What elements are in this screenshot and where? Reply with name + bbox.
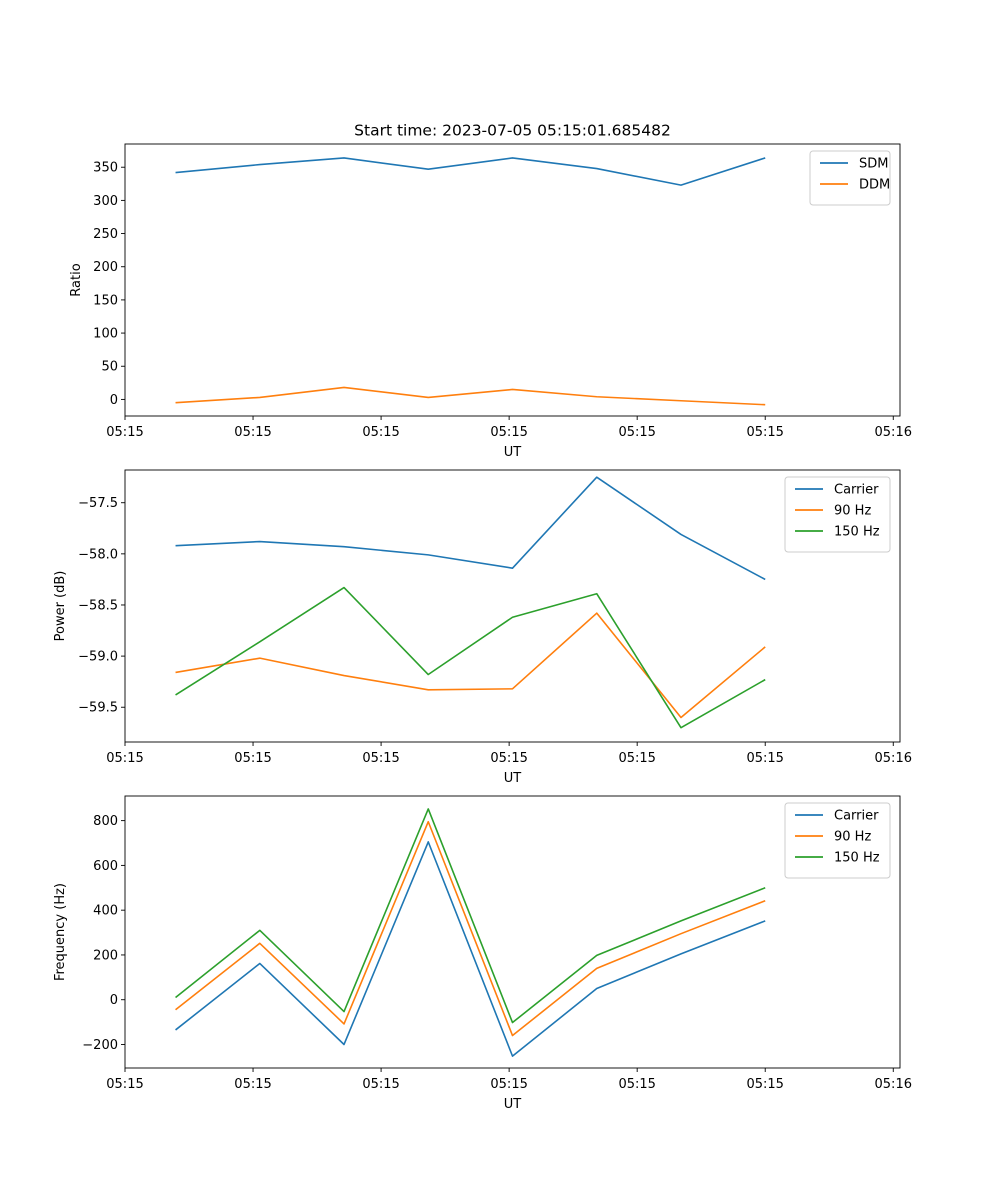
x-tick-label: 05:15: [106, 1077, 143, 1092]
y-tick-label: 200: [93, 260, 118, 275]
x-tick-label: 05:15: [234, 1077, 271, 1092]
legend-box: [809, 150, 891, 206]
series-line-150-hz: [175, 586, 766, 729]
legend: Carrier 90 Hz 150 Hz: [784, 802, 891, 879]
y-tick-label: −59.5: [78, 701, 118, 716]
y-tick-label: 600: [93, 859, 118, 874]
legend-label: 150 Hz: [834, 525, 880, 540]
series-line-sdm: [175, 157, 766, 186]
y-tick-label: 800: [93, 814, 118, 829]
y-tick-label: −59.0: [78, 650, 118, 665]
x-tick-label: 05:15: [746, 751, 783, 766]
legend-box: [784, 802, 891, 879]
y-axis-label: Ratio: [69, 263, 84, 296]
legend-label: Carrier: [834, 809, 879, 824]
x-tick-label: 05:15: [234, 751, 271, 766]
y-tick-label: −57.5: [78, 496, 118, 511]
subplot-3: 05:15 05:15 05:15 05:15 05:15 05:15 05:16 −200 0…: [53, 795, 912, 1112]
y-tick-label: 0: [110, 993, 118, 1008]
x-tick-label: 05:15: [106, 751, 143, 766]
y-tick-label: 200: [93, 948, 118, 963]
series-line-150-hz: [175, 808, 766, 1024]
x-axis-label: UT: [504, 445, 522, 460]
axes-frame: [124, 469, 901, 743]
series-line-carrier: [175, 476, 766, 581]
legend-label: Carrier: [834, 483, 879, 498]
x-tick-label: 05:15: [490, 751, 527, 766]
legend: SDM DDM: [809, 150, 891, 206]
axes-frame: [124, 143, 901, 417]
x-tick-label: 05:15: [362, 1077, 399, 1092]
legend-box: [784, 476, 891, 553]
legend-label: DDM: [859, 178, 890, 193]
x-tick-label: 05:15: [490, 425, 527, 440]
y-tick-label: −58.5: [78, 598, 118, 613]
x-tick-label: 05:15: [234, 425, 271, 440]
x-tick-label: 05:15: [490, 1077, 527, 1092]
x-tick-label: 05:15: [362, 751, 399, 766]
series-line-90-hz: [175, 612, 766, 719]
y-tick-label: 100: [93, 327, 118, 342]
x-tick-label: 05:16: [875, 1077, 912, 1092]
y-axis-label: Power (dB): [53, 571, 68, 642]
x-tick-label: 05:15: [106, 425, 143, 440]
y-tick-label: 250: [93, 227, 118, 242]
x-axis-label: UT: [504, 1097, 522, 1112]
y-tick-label: 300: [93, 194, 118, 209]
x-tick-label: 05:15: [618, 751, 655, 766]
y-tick-label: 0: [110, 393, 118, 408]
legend-label: 90 Hz: [834, 830, 871, 845]
legend-label: 150 Hz: [834, 851, 880, 866]
legend-label: 90 Hz: [834, 504, 871, 519]
x-tick-label: 05:15: [618, 1077, 655, 1092]
y-tick-label: −58.0: [78, 547, 118, 562]
axes-frame: [124, 795, 901, 1069]
series-line-ddm: [175, 386, 766, 406]
legend: Carrier 90 Hz 150 Hz: [784, 476, 891, 553]
figure-title: Start time: 2023-07-05 05:15:01.685482: [354, 122, 671, 140]
x-axis-label: UT: [504, 771, 522, 786]
subplot-2: 05:15 05:15 05:15 05:15 05:15 05:15 05:16 −59.5…: [53, 469, 912, 786]
y-tick-label: 350: [93, 161, 118, 176]
y-tick-label: 50: [101, 360, 118, 375]
x-tick-label: 05:16: [875, 425, 912, 440]
y-axis-label: Frequency (Hz): [53, 883, 68, 981]
subplots: 05:15 05:15 05:15 05:15 05:15 05:15 05:16 0 50 10…: [53, 143, 912, 1112]
x-tick-label: 05:15: [618, 425, 655, 440]
legend-label: SDM: [859, 157, 888, 172]
y-tick-label: 150: [93, 293, 118, 308]
series-line-carrier: [175, 841, 766, 1057]
y-tick-label: 400: [93, 904, 118, 919]
x-tick-label: 05:16: [875, 751, 912, 766]
x-tick-label: 05:15: [362, 425, 399, 440]
x-tick-label: 05:15: [746, 425, 783, 440]
series-line-90-hz: [175, 820, 766, 1037]
x-tick-label: 05:15: [746, 1077, 783, 1092]
subplot-1: 05:15 05:15 05:15 05:15 05:15 05:15 05:16 0 50 10…: [69, 143, 912, 460]
y-tick-label: −200: [82, 1038, 118, 1053]
